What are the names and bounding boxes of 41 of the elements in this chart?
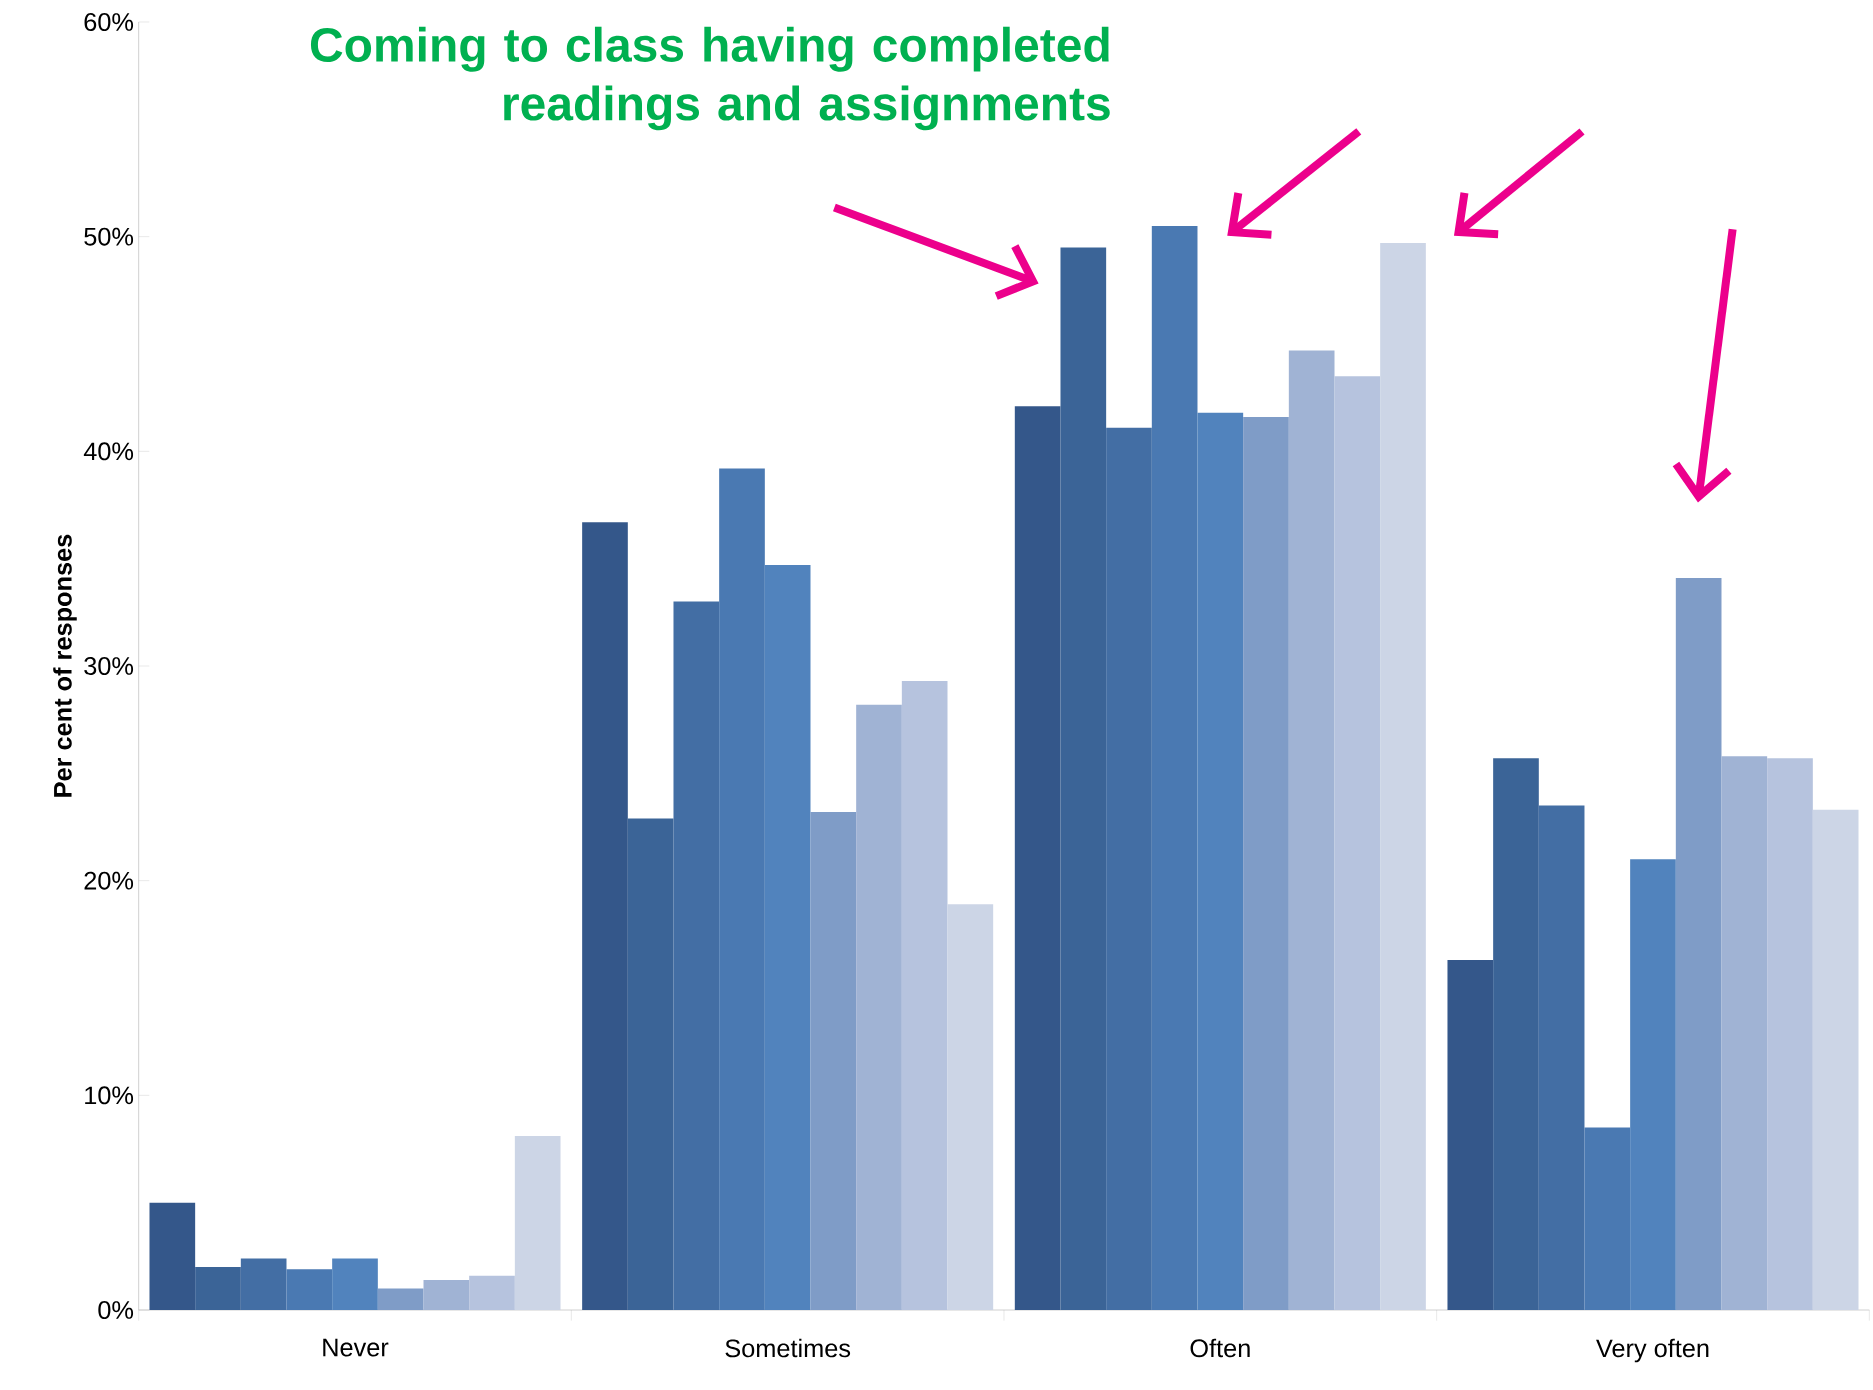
bar <box>1380 243 1426 1310</box>
bar <box>1538 805 1585 1310</box>
bar <box>1812 809 1859 1310</box>
bar <box>627 818 674 1310</box>
bar <box>423 1279 470 1310</box>
bar <box>901 681 948 1310</box>
bar <box>810 811 857 1310</box>
x-tick-label: Sometimes <box>725 1338 851 1358</box>
bar <box>469 1275 515 1310</box>
bar <box>377 1288 424 1310</box>
bar <box>1060 247 1107 1310</box>
bar <box>1334 376 1381 1310</box>
bar <box>240 1258 287 1310</box>
bar <box>582 522 628 1310</box>
bar <box>1721 756 1768 1310</box>
y-tick-label: 50% <box>84 227 134 246</box>
x-tick-label: Never <box>323 1338 389 1357</box>
bar <box>514 1136 561 1310</box>
bar <box>673 601 720 1310</box>
y-axis-title: Per cent of responses <box>53 534 77 797</box>
bar <box>149 1202 196 1310</box>
y-tick-label: 40% <box>83 442 134 461</box>
bar <box>1767 758 1813 1310</box>
x-tick-label: Often <box>1190 1338 1250 1358</box>
bar <box>1106 427 1152 1310</box>
bar <box>1675 577 1722 1310</box>
bar <box>195 1267 241 1310</box>
y-tick-label: 10% <box>85 1086 134 1105</box>
y-tick-label: 20% <box>84 871 134 890</box>
bar <box>1288 350 1335 1310</box>
y-tick-label: 30% <box>84 657 134 675</box>
bar <box>1243 416 1289 1310</box>
bar <box>947 904 994 1310</box>
bar <box>1493 758 1539 1310</box>
text: Coming to class having completed readings and assignments <box>310 26 1110 131</box>
bar <box>856 704 902 1310</box>
x-tick-label: Very often <box>1596 1338 1709 1363</box>
bar <box>1014 406 1061 1310</box>
y-tick-label: 0% <box>98 1301 134 1319</box>
bar <box>1447 960 1494 1310</box>
y-tick-label: 60% <box>84 13 134 31</box>
